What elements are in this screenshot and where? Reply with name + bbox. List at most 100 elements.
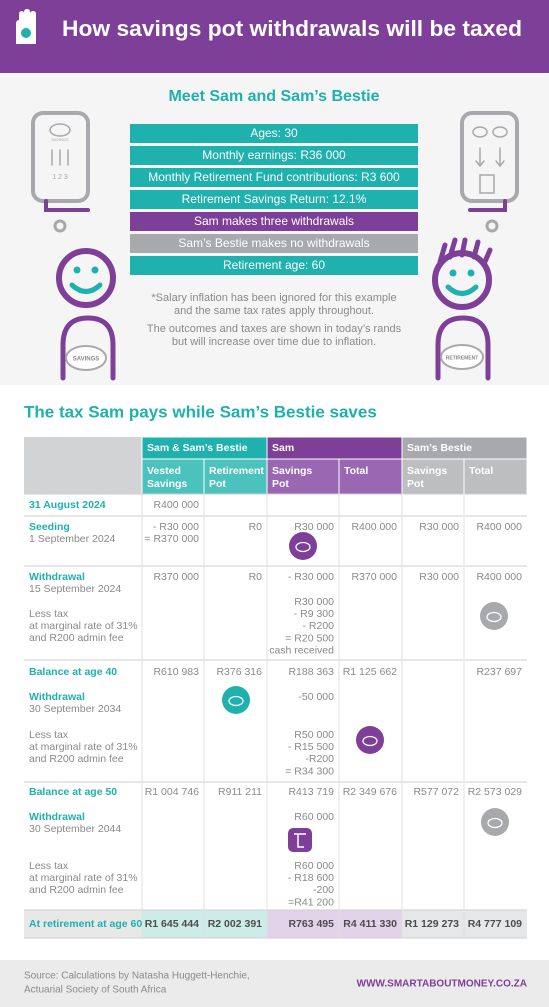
row-note: at marginal rate of 31% bbox=[29, 872, 138, 884]
header-cell bbox=[24, 437, 142, 494]
total-row-bg bbox=[267, 910, 339, 938]
column-label: Pot bbox=[272, 478, 289, 490]
note: The outcomes and taxes are shown in toda… bbox=[147, 323, 402, 335]
cell-value: R911 211 bbox=[218, 786, 262, 798]
row-heading: Seeding bbox=[29, 521, 70, 533]
cell-value: R400 000 bbox=[351, 521, 397, 533]
table-icon-detail bbox=[228, 695, 244, 707]
table-icon bbox=[481, 808, 509, 836]
row-note: and R200 admin fee bbox=[29, 753, 124, 765]
row-note: 30 September 2044 bbox=[29, 823, 121, 835]
cell-value: R30 000 bbox=[294, 521, 334, 533]
table-icon-detail bbox=[295, 541, 311, 553]
cell-value: = R370 000 bbox=[144, 533, 199, 545]
column-label: Vested bbox=[147, 465, 181, 477]
fact-bar bbox=[130, 190, 418, 209]
fact-bar bbox=[130, 124, 418, 143]
cell-value: R30 000 bbox=[419, 521, 459, 533]
cell-value: - R9 300 bbox=[294, 608, 334, 620]
row-heading: At retirement at age 60 bbox=[29, 918, 142, 930]
row-note: Less tax bbox=[29, 608, 69, 620]
right-illustration bbox=[432, 111, 519, 381]
fact-text: Sam makes three withdrawals bbox=[194, 214, 354, 228]
column-label: Pot bbox=[209, 478, 226, 490]
cell-value: = R20 500 bbox=[285, 632, 334, 644]
column-label: Savings bbox=[147, 478, 187, 490]
column-label: Savings bbox=[407, 465, 447, 477]
cell-value: R60 000 bbox=[294, 860, 334, 872]
note: and the same tax rates apply throughout. bbox=[174, 305, 374, 317]
column-header bbox=[141, 458, 205, 495]
cell-value: R2 349 676 bbox=[343, 786, 397, 798]
fact-bar bbox=[130, 146, 418, 165]
column-label: Total bbox=[344, 465, 368, 477]
cell-value: R400 000 bbox=[476, 521, 522, 533]
fact-bar bbox=[130, 212, 418, 231]
table-icon bbox=[356, 726, 384, 754]
cell-value: R413 719 bbox=[288, 786, 334, 798]
cell-value: R1 125 662 bbox=[343, 666, 397, 678]
left-illustration bbox=[31, 111, 116, 381]
group-label: Sam bbox=[272, 442, 294, 454]
table-icon-detail bbox=[362, 735, 378, 747]
table-icon bbox=[222, 686, 250, 714]
cell-value: = R34 300 bbox=[285, 765, 334, 777]
total-row-bg bbox=[339, 910, 402, 938]
cell-value: R1 004 746 bbox=[145, 786, 199, 798]
cell-value: R1 645 444 bbox=[145, 918, 199, 930]
group-label: Sam’s Bestie bbox=[407, 442, 472, 454]
cell-value: -R200 bbox=[305, 753, 334, 765]
table-icon bbox=[289, 532, 317, 560]
pot-label: RETIREMENT bbox=[446, 355, 479, 361]
column-label: Pot bbox=[407, 478, 424, 490]
row-heading: Withdrawal bbox=[29, 691, 85, 703]
fact-text: Monthly Retirement Fund contributions: R… bbox=[148, 170, 400, 184]
cell-value: R370 000 bbox=[351, 571, 397, 583]
row-note: 15 September 2024 bbox=[29, 583, 121, 595]
cell-value: R60 000 bbox=[294, 811, 334, 823]
cell-value: - R18 600 bbox=[288, 872, 334, 884]
cell-value: R577 072 bbox=[413, 786, 459, 798]
table-title: The tax Sam pays while Sam’s Bestie save… bbox=[24, 402, 377, 421]
cell-value: R1 129 273 bbox=[405, 918, 459, 930]
fact-text: Retirement age: 60 bbox=[223, 258, 325, 272]
cell-value: -200 bbox=[313, 884, 334, 896]
row-heading: Balance at age 50 bbox=[29, 786, 117, 798]
column-label: Savings bbox=[272, 465, 312, 477]
total-row-bg bbox=[24, 910, 142, 938]
cell-value: - R30 000 bbox=[288, 571, 334, 583]
cell-value: R237 697 bbox=[476, 666, 522, 678]
table-icon-detail bbox=[487, 817, 503, 829]
fact-text: Retirement Savings Return: 12.1% bbox=[182, 192, 367, 206]
fact-bar bbox=[130, 168, 418, 187]
column-header bbox=[401, 458, 465, 495]
cell-value: R763 495 bbox=[288, 918, 334, 930]
table-icon bbox=[288, 828, 312, 852]
fact-bar bbox=[130, 256, 418, 275]
footer-source: Source: Calculations by Natasha Huggett-… bbox=[24, 971, 250, 982]
row-note: Less tax bbox=[29, 729, 69, 741]
cell-value: R4 777 109 bbox=[468, 918, 522, 930]
hand-icon bbox=[16, 9, 36, 44]
fact-text: Ages: 30 bbox=[250, 126, 298, 140]
cell-value: R610 983 bbox=[153, 666, 199, 678]
cell-value: -50 000 bbox=[298, 691, 334, 703]
row-note: 1 September 2024 bbox=[29, 533, 116, 545]
footer-source: Actuarial Society of South Africa bbox=[24, 985, 167, 996]
note: but will increase over time due to infla… bbox=[172, 336, 376, 348]
row-note: at marginal rate of 31% bbox=[29, 741, 138, 753]
header-band bbox=[0, 0, 549, 73]
fact-bar bbox=[130, 234, 418, 253]
cell-value: R2 573 029 bbox=[468, 786, 522, 798]
total-row-bg bbox=[402, 910, 464, 938]
row-heading: Balance at age 40 bbox=[29, 666, 117, 678]
row-note: and R200 admin fee bbox=[29, 884, 124, 896]
footer-url: WWW.SMARTABOUTMONEY.CO.ZA bbox=[357, 979, 527, 990]
cell-value: R376 316 bbox=[216, 666, 262, 678]
total-row-bg bbox=[142, 910, 204, 938]
column-label: Retirement bbox=[209, 465, 264, 477]
fact-text: Sam’s Bestie makes no withdrawals bbox=[178, 236, 369, 250]
row-note: 30 September 2034 bbox=[29, 703, 121, 715]
